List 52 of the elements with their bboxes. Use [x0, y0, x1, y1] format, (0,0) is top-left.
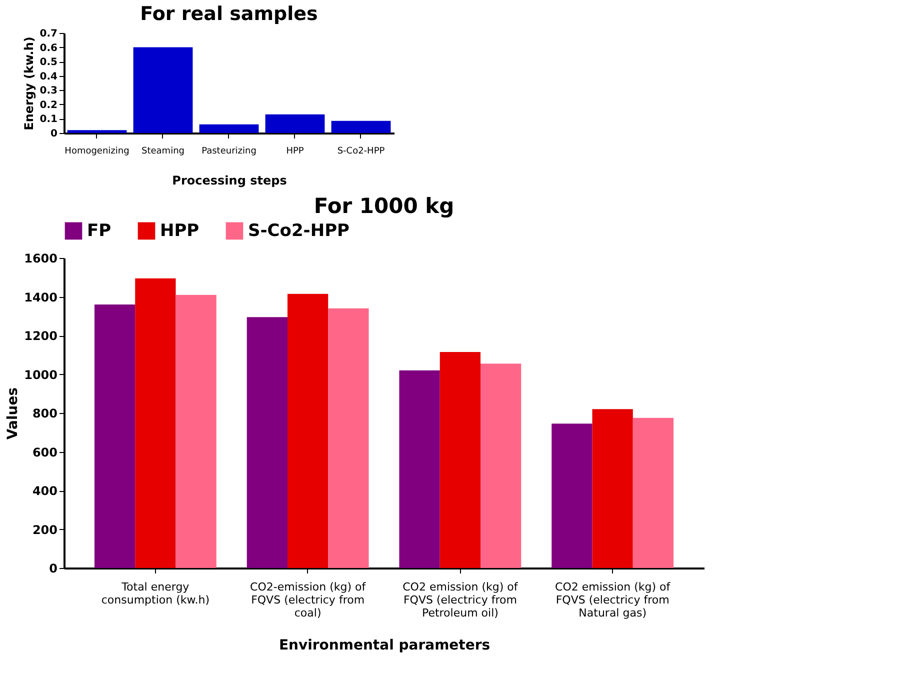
y-tick-label: 0.7	[40, 28, 58, 40]
bar	[199, 124, 259, 133]
chart-title: For 1000 kg	[314, 194, 454, 218]
y-tick-label: 0.2	[40, 100, 58, 111]
y-axis-title: Energy (kw.h)	[22, 36, 36, 130]
bar	[440, 352, 481, 568]
y-tick-label: 0.1	[40, 114, 58, 126]
bar	[632, 418, 674, 568]
y-tick-label: 600	[32, 445, 58, 460]
bar	[246, 317, 288, 568]
bar	[176, 294, 216, 568]
legend-label: FP	[87, 220, 112, 241]
x-tick-label: Homogenizing	[64, 146, 130, 156]
bar	[399, 370, 440, 568]
legend-label: S-Co2-HPP	[248, 220, 350, 241]
bar	[287, 294, 328, 568]
y-tick-label: 800	[32, 406, 58, 420]
legend-label: HPP	[160, 220, 200, 241]
chart-title: For real samples	[140, 3, 318, 25]
bar	[133, 47, 193, 133]
x-axis-title: Processing steps	[172, 174, 287, 188]
y-tick-label: 0.4	[40, 71, 58, 82]
x-tick-label: CO2 emission (kg) of FQVS (electricy from Natural gas)	[555, 580, 672, 620]
bar	[94, 304, 136, 568]
bar	[135, 278, 176, 568]
bar	[480, 364, 522, 568]
x-tick-label: CO2-emission (kg) of FQVS (electricy from coal)	[250, 580, 367, 620]
bar	[265, 114, 325, 133]
y-tick-label: 1600	[24, 252, 58, 266]
bar	[592, 409, 633, 568]
x-tick-label: CO2 emission (kg) of FQVS (electricy from Petroleum oil)	[402, 580, 519, 620]
x-tick-label: Pasteurizing	[202, 146, 256, 156]
x-tick-label: S-Co2-HPP	[337, 146, 386, 156]
bar	[328, 308, 369, 568]
y-tick-label: 0	[49, 562, 58, 576]
y-axis-title: Values	[5, 387, 22, 440]
x-axis-title: Environmental parameters	[278, 638, 490, 654]
y-tick-label: 1000	[24, 368, 58, 382]
y-tick-label: 400	[32, 484, 58, 498]
x-tick-label: Total energy consumption (kw.h)	[101, 580, 210, 606]
y-tick-label: 0.6	[40, 42, 58, 54]
bar	[552, 424, 592, 568]
x-tick-label: HPP	[286, 146, 304, 156]
y-tick-label: 1200	[24, 329, 58, 343]
y-tick-label: 0	[50, 128, 58, 140]
y-tick-label: 1400	[24, 290, 58, 304]
y-tick-label: 0.3	[40, 86, 58, 97]
y-tick-label: 0.5	[40, 57, 58, 68]
x-tick-label: Steaming	[142, 146, 184, 156]
bar	[331, 120, 391, 133]
bar	[67, 130, 127, 133]
y-tick-label: 200	[32, 522, 58, 537]
